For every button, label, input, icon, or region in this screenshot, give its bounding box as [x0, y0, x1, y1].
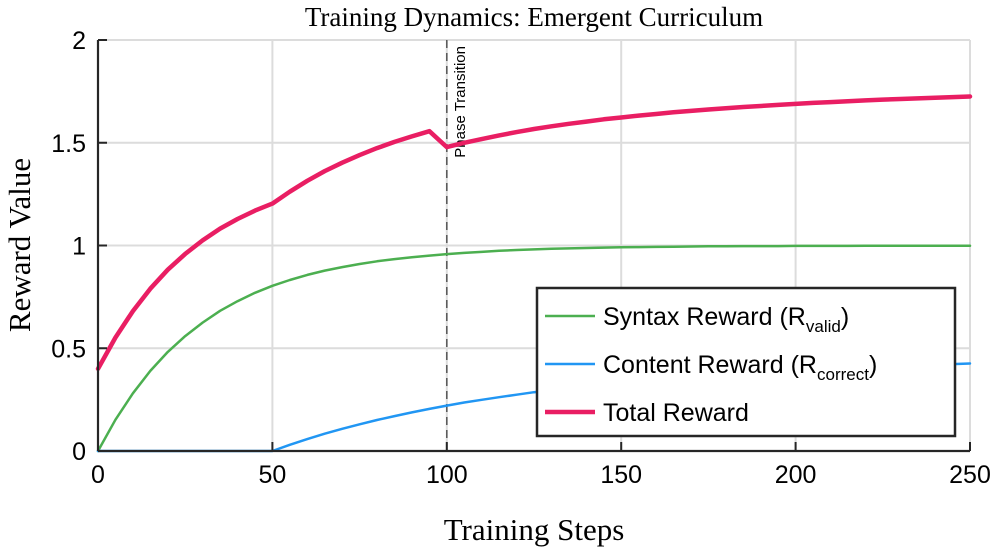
- x-tick-label-1: 50: [258, 461, 286, 489]
- phase-transition-label: Phase Transition: [452, 46, 469, 158]
- series-line-2: [95, 94, 973, 372]
- legend-label-0: Syntax Reward (Rvalid): [603, 303, 849, 336]
- y-tick-label-0: 0: [72, 438, 86, 466]
- y-tick-label-1: 0.5: [51, 335, 86, 363]
- x-axis-label: Training Steps: [444, 512, 625, 547]
- x-tick-label-4: 200: [775, 461, 817, 489]
- tick-labels: 0 50 100 150 200 250 0 0.5 1 1.5 2: [51, 27, 991, 489]
- x-tick-label-0: 0: [91, 461, 105, 489]
- y-tick-label-4: 2: [72, 27, 86, 55]
- y-tick-label-2: 1: [72, 233, 86, 261]
- legend: Syntax Reward (Rvalid) Content Reward (Rc…: [535, 286, 957, 438]
- x-tick-label-3: 150: [600, 461, 642, 489]
- x-tick-label-2: 100: [426, 461, 468, 489]
- legend-box: [535, 286, 957, 438]
- legend-label-2: Total Reward: [603, 399, 749, 427]
- x-tick-label-5: 250: [949, 461, 991, 489]
- y-tick-label-3: 1.5: [51, 130, 86, 158]
- chart-title: Training Dynamics: Emergent Curriculum: [305, 2, 763, 32]
- y-axis-label: Reward Value: [2, 158, 37, 332]
- annotations: Phase Transition: [446, 40, 469, 451]
- legend-label-1: Content Reward (Rcorrect): [603, 351, 877, 384]
- series-line-0: [96, 244, 972, 453]
- axes: [96, 39, 971, 453]
